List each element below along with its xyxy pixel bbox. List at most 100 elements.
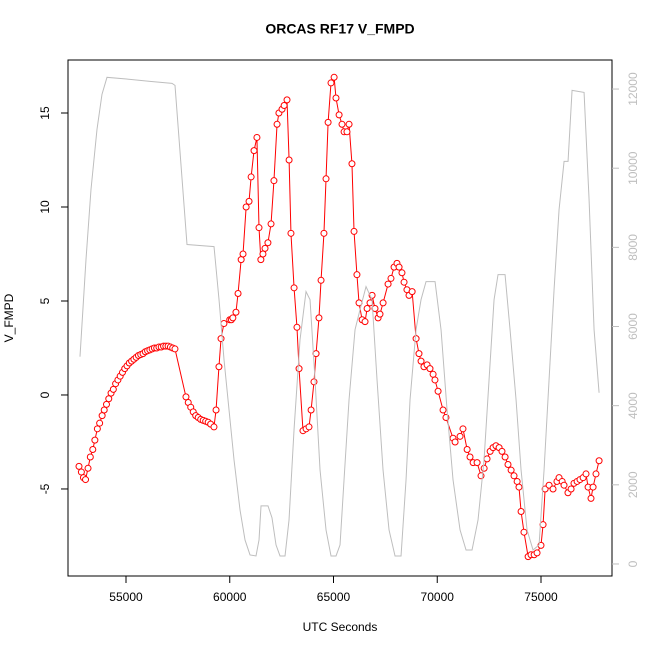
data-point	[232, 308, 240, 316]
y-tick-label: -5	[38, 483, 52, 494]
data-point	[451, 438, 459, 446]
data-point	[426, 365, 434, 373]
data-point	[229, 314, 237, 322]
data-point	[210, 423, 218, 431]
data-point	[307, 406, 315, 414]
data-point	[285, 156, 293, 164]
series-line	[79, 76, 600, 557]
data-point	[520, 528, 528, 536]
data-point	[361, 318, 369, 326]
data-point	[82, 476, 90, 484]
y-tick-label: 15	[38, 106, 52, 120]
data-point	[84, 464, 92, 472]
data-point	[234, 289, 242, 297]
data-point	[595, 457, 603, 465]
data-point	[431, 376, 439, 384]
data-point	[267, 220, 275, 228]
data-point	[567, 485, 575, 493]
data-point	[247, 173, 255, 181]
data-point	[466, 453, 474, 461]
data-point	[582, 470, 590, 478]
data-point	[387, 274, 395, 282]
data-point	[100, 406, 108, 414]
data-point	[264, 239, 272, 247]
data-point	[171, 345, 179, 353]
data-point	[257, 256, 265, 264]
data-point	[280, 101, 288, 109]
data-point	[587, 494, 595, 502]
data-point	[513, 477, 521, 485]
data-point	[343, 128, 351, 136]
data-point	[261, 244, 269, 252]
data-point	[456, 432, 464, 440]
data-point	[324, 118, 332, 126]
y-tick-label: 0	[38, 391, 52, 398]
data-point	[86, 453, 94, 461]
data-point	[549, 485, 557, 493]
x-tick-label: 70000	[421, 590, 455, 604]
y2-tick-label: 12000	[626, 72, 640, 106]
x-tick-label: 60000	[213, 590, 247, 604]
data-point	[533, 549, 541, 557]
data-point	[350, 227, 358, 235]
data-point	[105, 395, 113, 403]
data-point	[220, 320, 228, 328]
data-point	[322, 175, 330, 183]
data-point	[273, 120, 281, 128]
data-point	[366, 299, 374, 307]
data-point	[89, 445, 97, 453]
data-point	[395, 263, 403, 271]
data-point	[182, 393, 190, 401]
data-point	[335, 111, 343, 119]
data-point	[93, 425, 101, 433]
data-point	[245, 197, 253, 205]
data-point	[305, 423, 313, 431]
data-point	[239, 250, 247, 258]
y-tick-label: 10	[38, 200, 52, 214]
data-point	[295, 365, 303, 373]
x-tick-label: 75000	[524, 590, 558, 604]
data-point	[363, 305, 371, 313]
data-point	[327, 79, 335, 87]
data-point	[320, 229, 328, 237]
y2-tick-label: 4000	[626, 392, 640, 419]
data-point	[215, 363, 223, 371]
data-point	[589, 483, 597, 491]
data-point	[376, 310, 384, 318]
x-axis-label: UTC Seconds	[303, 620, 378, 634]
data-point	[408, 288, 416, 296]
data-point	[483, 455, 491, 463]
data-point	[102, 400, 110, 408]
data-point	[332, 94, 340, 102]
plot-frame	[67, 59, 613, 577]
data-point	[504, 461, 512, 469]
data-point	[400, 278, 408, 286]
data-point	[379, 299, 387, 307]
data-point	[439, 406, 447, 414]
data-point	[429, 370, 437, 378]
data-point	[237, 256, 245, 264]
data-point	[310, 378, 318, 386]
data-point	[507, 466, 515, 474]
data-point	[212, 406, 220, 414]
data-point	[287, 229, 295, 237]
data-point	[415, 350, 423, 358]
y-tick-label: 5	[38, 297, 52, 304]
data-point	[98, 412, 106, 420]
data-point	[459, 425, 467, 433]
y2-tick-label: 2000	[626, 471, 640, 498]
data-point	[293, 323, 301, 331]
data-point	[473, 459, 481, 467]
data-point	[75, 462, 83, 470]
x-tick-label: 55000	[109, 590, 143, 604]
data-point	[517, 508, 525, 516]
data-point	[515, 483, 523, 491]
data-point	[417, 357, 425, 365]
y2-tick-label: 0	[626, 560, 640, 567]
data-point	[253, 133, 261, 141]
data-point	[91, 436, 99, 444]
data-point	[255, 224, 263, 232]
data-point	[283, 96, 291, 104]
data-point	[250, 147, 258, 155]
